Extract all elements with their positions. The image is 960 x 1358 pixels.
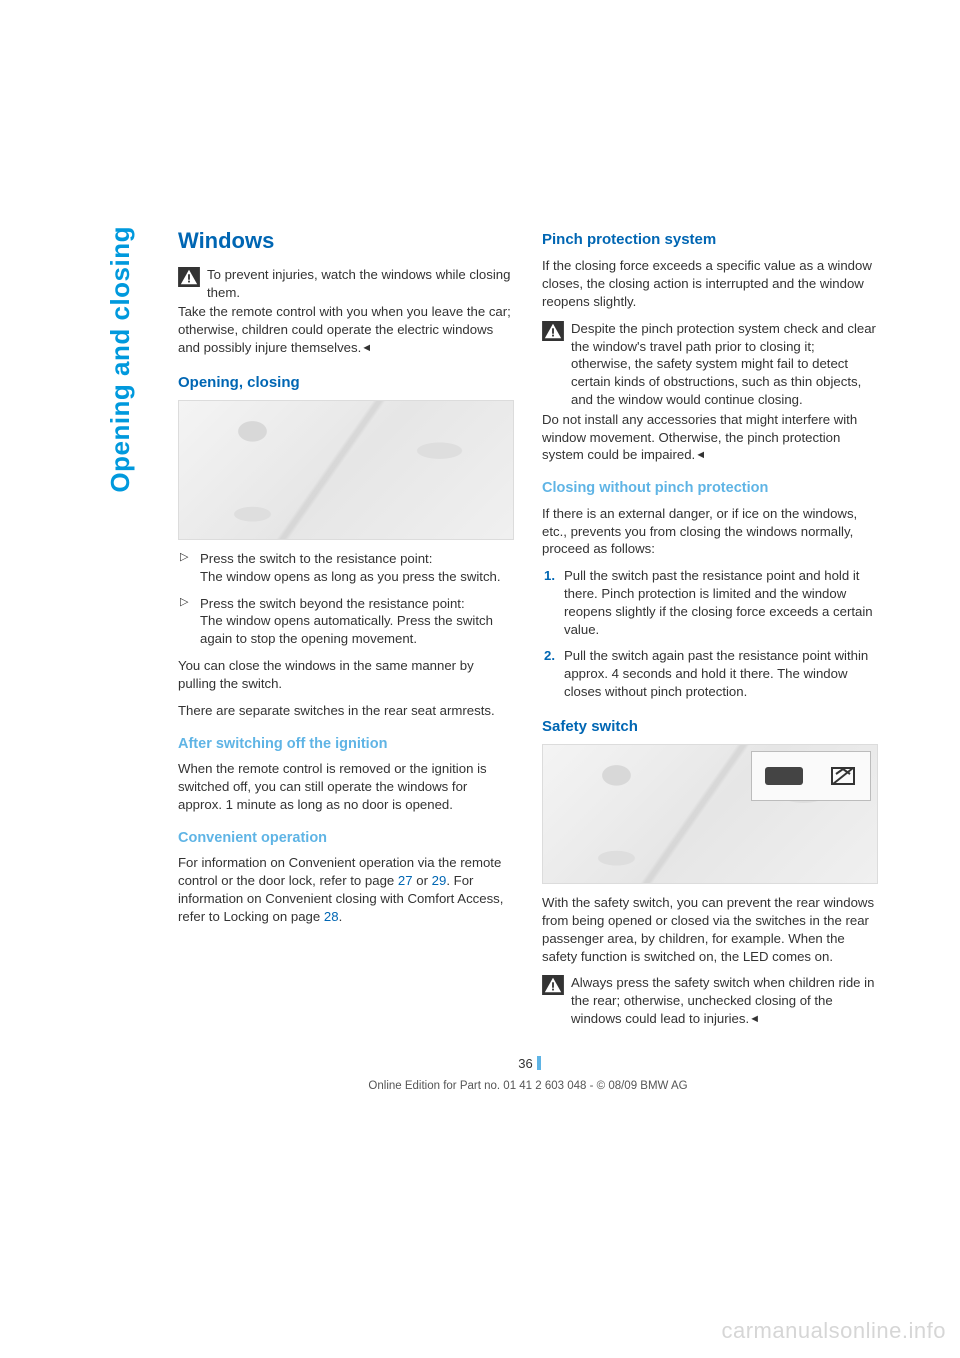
warning-icon: [178, 267, 200, 287]
callout-button-graphic: [765, 767, 803, 785]
watermark: carmanualsonline.info: [721, 1318, 946, 1344]
right-column: Pinch protection system If the closing f…: [542, 226, 878, 1030]
body-text: When the remote control is removed or th…: [178, 760, 514, 813]
figure-callout: [751, 751, 871, 801]
footer-text: Online Edition for Part no. 01 41 2 603 …: [178, 1080, 878, 1092]
page-link-29[interactable]: 29: [432, 873, 447, 888]
heading-convenient-operation: Convenient operation: [178, 829, 514, 849]
warning-text: Despite the pinch protection system chec…: [571, 321, 876, 407]
list-item: Press the switch to the resistance point…: [178, 550, 514, 586]
warning-block: To prevent injuries, watch the windows w…: [178, 266, 514, 302]
list-text: Pull the switch again past the resistanc…: [564, 648, 868, 699]
end-mark-icon: ◄: [695, 448, 706, 463]
body-text: You can close the windows in the same ma…: [178, 657, 514, 693]
heading-closing-without-pinch: Closing without pinch protection: [542, 479, 878, 499]
warning-text: Always press the safety switch when chil…: [571, 975, 874, 1026]
window-lock-icon: [829, 764, 857, 788]
end-mark-icon: ◄: [361, 341, 372, 356]
list-text: The window opens automatically. Press th…: [200, 613, 493, 646]
figure-safety-switch: [542, 744, 878, 884]
page-number-bar: [537, 1056, 541, 1070]
warning-continuation: Take the remote control with you when yo…: [178, 304, 511, 355]
section-tab: Opening and closing: [105, 226, 136, 493]
list-number: 1.: [544, 567, 555, 585]
list-item: Press the switch beyond the resistance p…: [178, 595, 514, 648]
list-number: 2.: [544, 647, 555, 665]
list-text: Press the switch beyond the resistance p…: [200, 596, 465, 611]
list-text: Press the switch to the resistance point…: [200, 551, 432, 566]
list-item: 1. Pull the switch past the resistance po…: [542, 567, 878, 638]
page-title: Windows: [178, 226, 514, 256]
warning-icon: [542, 321, 564, 341]
warning-block: Despite the pinch protection system chec…: [542, 320, 878, 409]
page-number: 36: [178, 1055, 878, 1072]
text-span: .: [339, 909, 343, 924]
body-text: If there is an external danger, or if ic…: [542, 505, 878, 558]
warning-icon: [542, 975, 564, 995]
body-text: For information on Convenient operation …: [178, 854, 514, 925]
body-text: If the closing force exceeds a specific …: [542, 257, 878, 310]
page-link-27[interactable]: 27: [398, 873, 413, 888]
heading-opening-closing: Opening, closing: [178, 373, 514, 393]
figure-window-switches: [178, 400, 514, 540]
end-mark-icon: ◄: [749, 1012, 760, 1027]
heading-pinch-protection: Pinch protection system: [542, 230, 878, 250]
list-item: 2. Pull the switch again past the resista…: [542, 647, 878, 700]
page-link-28[interactable]: 28: [324, 909, 339, 924]
list-text: The window opens as long as you press th…: [200, 569, 501, 584]
left-column: Windows To prevent injuries, watch the w…: [178, 226, 514, 1030]
text-span: or: [413, 873, 432, 888]
page-number-value: 36: [515, 1055, 535, 1072]
list-text: Pull the switch past the resistance poin…: [564, 568, 873, 636]
body-text: There are separate switches in the rear …: [178, 702, 514, 720]
page-content: Windows To prevent injuries, watch the w…: [178, 226, 878, 1030]
heading-after-ignition: After switching off the ignition: [178, 735, 514, 755]
warning-block: Always press the safety switch when chil…: [542, 974, 878, 1027]
warning-text: To prevent injuries, watch the windows w…: [207, 267, 510, 300]
heading-safety-switch: Safety switch: [542, 717, 878, 737]
body-text: With the safety switch, you can prevent …: [542, 894, 878, 965]
